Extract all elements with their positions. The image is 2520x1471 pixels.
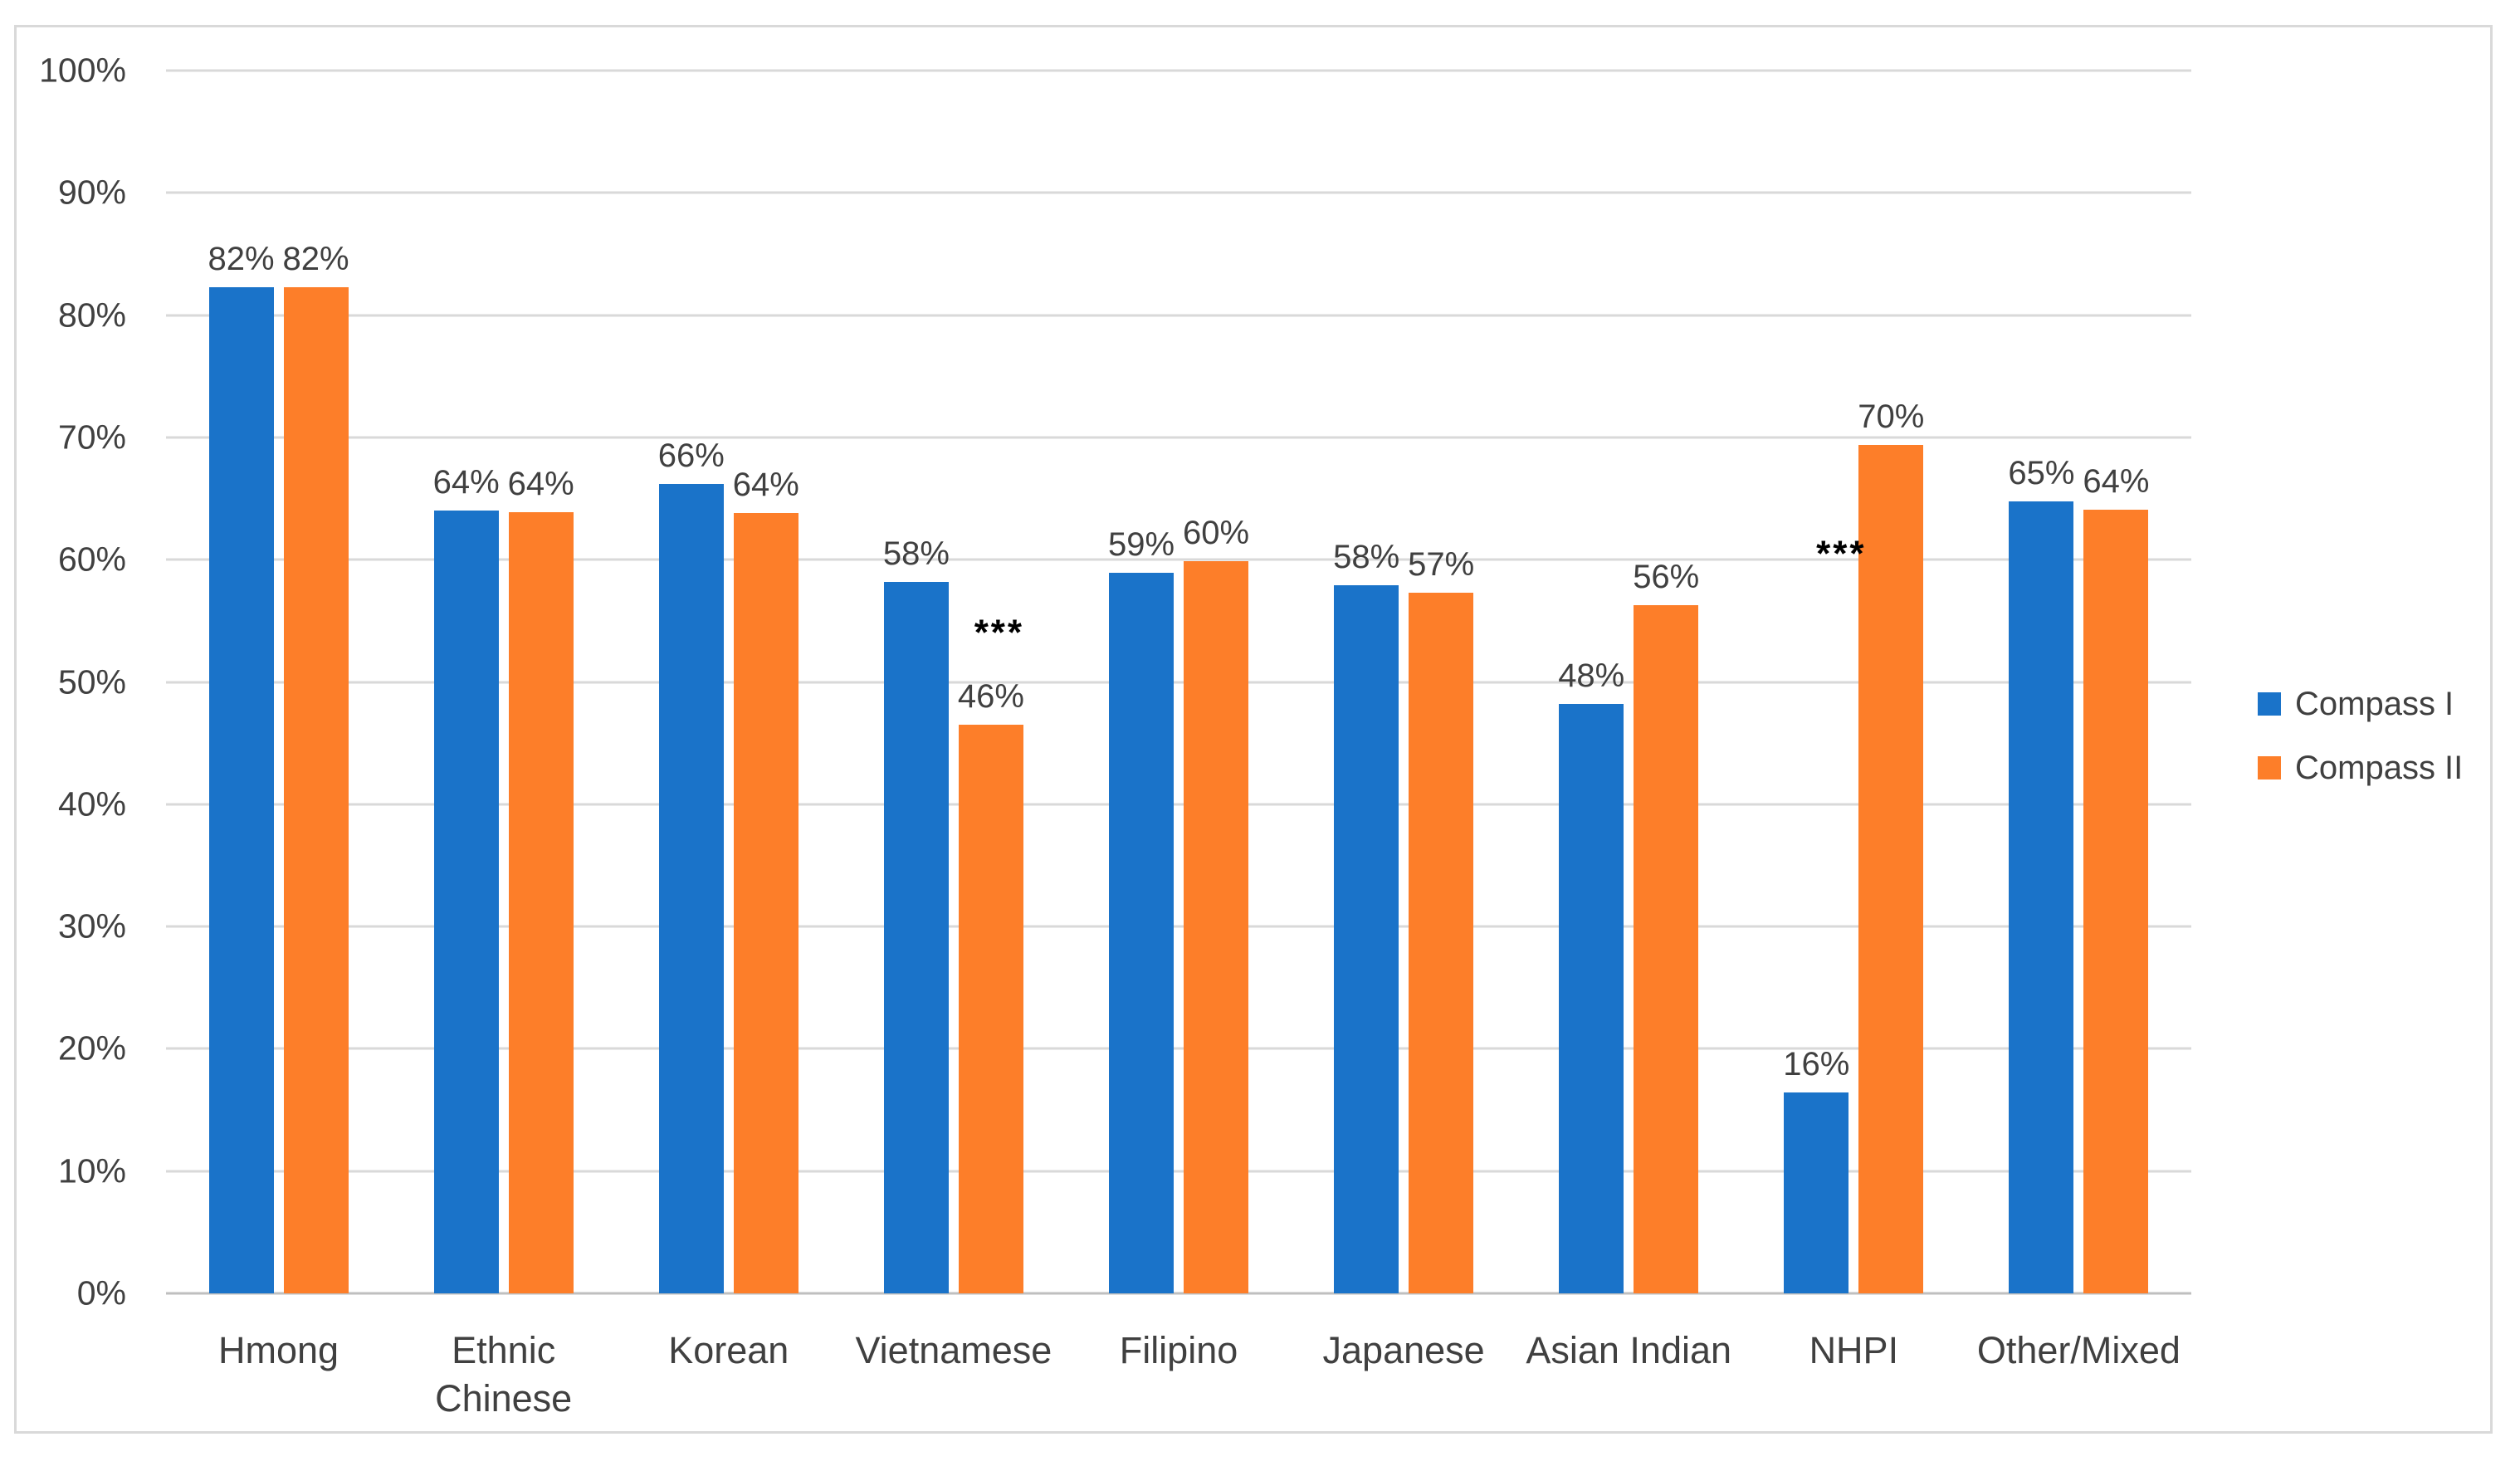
data-label-compass-ii-ethnic-chinese: 64% bbox=[507, 465, 574, 502]
data-label-compass-i-hmong: 82% bbox=[208, 240, 275, 277]
significance-marker-vietnamese: *** bbox=[974, 611, 1025, 652]
data-label-compass-i-vietnamese: 58% bbox=[882, 535, 950, 572]
bar-compass-ii-asian-indian bbox=[1634, 604, 1699, 1293]
data-label-compass-ii-asian-indian: 56% bbox=[1633, 558, 1700, 595]
gridline-100 bbox=[166, 69, 2191, 72]
bar-compass-i-other-mixed bbox=[2009, 501, 2074, 1293]
bar-compass-i-japanese bbox=[1334, 585, 1399, 1293]
data-label-compass-i-nhpi: 16% bbox=[1783, 1046, 1850, 1083]
bar-compass-ii-other-mixed bbox=[2083, 509, 2149, 1293]
y-tick-label-100: 100% bbox=[39, 51, 126, 90]
gridline-60 bbox=[166, 558, 2191, 561]
y-tick-label-60: 60% bbox=[57, 540, 126, 579]
x-label-japanese: Japanese bbox=[1322, 1329, 1485, 1371]
legend-label-compass-ii: Compass II bbox=[2295, 750, 2464, 786]
bar-compass-i-asian-indian bbox=[1559, 704, 1624, 1293]
bar-compass-ii-vietnamese bbox=[958, 725, 1023, 1293]
bar-compass-i-korean bbox=[658, 483, 724, 1293]
gridline-20 bbox=[166, 1047, 2191, 1050]
bar-compass-ii-hmong bbox=[283, 286, 349, 1293]
bar-compass-i-hmong bbox=[208, 286, 274, 1293]
x-label-korean: Korean bbox=[668, 1329, 789, 1371]
y-tick-label-0: 0% bbox=[76, 1273, 126, 1312]
x-label-asian-indian: Asian Indian bbox=[1526, 1329, 1732, 1371]
data-label-compass-i-japanese: 58% bbox=[1333, 539, 1400, 576]
x-label-ethnic-chinese: Ethnic Chinese bbox=[435, 1329, 573, 1420]
gridline-50 bbox=[166, 681, 2191, 683]
legend: Compass I Compass II bbox=[2258, 685, 2463, 813]
bar-compass-i-vietnamese bbox=[883, 581, 949, 1293]
y-tick-label-90: 90% bbox=[57, 173, 126, 212]
legend-swatch-compass-i bbox=[2258, 692, 2281, 716]
x-label-filipino: Filipino bbox=[1119, 1329, 1238, 1371]
bar-compass-ii-ethnic-chinese bbox=[508, 511, 574, 1293]
gridline-30 bbox=[166, 925, 2191, 928]
bar-compass-i-filipino bbox=[1109, 573, 1174, 1293]
y-tick-label-40: 40% bbox=[57, 784, 126, 823]
data-label-compass-ii-other-mixed: 64% bbox=[2083, 462, 2150, 500]
x-label-nhpi: NHPI bbox=[1809, 1329, 1899, 1371]
data-label-compass-ii-korean: 64% bbox=[732, 467, 799, 504]
bar-compass-ii-japanese bbox=[1409, 592, 1474, 1293]
significance-marker-nhpi: *** bbox=[1816, 533, 1867, 574]
y-tick-label-80: 80% bbox=[57, 296, 126, 335]
x-label-other-mixed: Other/Mixed bbox=[1976, 1329, 2181, 1371]
gridline-80 bbox=[166, 314, 2191, 317]
data-label-compass-ii-vietnamese: 46% bbox=[957, 678, 1024, 716]
bar-compass-ii-filipino bbox=[1184, 560, 1248, 1293]
y-tick-label-30: 30% bbox=[57, 907, 126, 946]
legend-label-compass-i: Compass I bbox=[2295, 686, 2454, 722]
bar-compass-ii-korean bbox=[733, 513, 798, 1293]
x-label-hmong: Hmong bbox=[218, 1329, 339, 1371]
chart-frame: 0% 10% 20% 30% 40% 50% 60% 70% 80% 90% 100% 82% 64% 6… bbox=[14, 25, 2493, 1434]
data-label-compass-ii-filipino: 60% bbox=[1182, 514, 1250, 551]
legend-entry-compass-i: Compass I bbox=[2258, 685, 2463, 723]
y-tick-label-50: 50% bbox=[57, 662, 126, 701]
data-label-compass-i-korean: 66% bbox=[657, 437, 725, 474]
plot-area: 0% 10% 20% 30% 40% 50% 60% 70% 80% 90% 100% 82% 64% 6… bbox=[39, 51, 2191, 1420]
data-label-compass-i-other-mixed: 65% bbox=[2008, 454, 2075, 491]
y-tick-label-70: 70% bbox=[57, 418, 126, 457]
data-label-compass-i-asian-indian: 48% bbox=[1558, 657, 1625, 695]
data-label-compass-i-ethnic-chinese: 64% bbox=[432, 464, 500, 501]
x-axis-line bbox=[166, 1292, 2191, 1295]
gridline-70 bbox=[166, 436, 2191, 439]
data-label-compass-ii-hmong: 82% bbox=[282, 240, 349, 277]
legend-entry-compass-ii: Compass II bbox=[2258, 749, 2463, 787]
legend-swatch-compass-ii bbox=[2258, 756, 2281, 779]
data-label-compass-ii-nhpi: 70% bbox=[1858, 398, 1925, 435]
gridline-90 bbox=[166, 191, 2191, 194]
y-tick-label-20: 20% bbox=[57, 1029, 126, 1068]
gridline-40 bbox=[166, 803, 2191, 806]
y-tick-label-10: 10% bbox=[57, 1151, 126, 1190]
data-label-compass-i-filipino: 59% bbox=[1107, 526, 1175, 564]
bar-compass-i-ethnic-chinese bbox=[433, 511, 499, 1293]
bar-compass-i-nhpi bbox=[1784, 1092, 1849, 1293]
gridline-10 bbox=[166, 1170, 2191, 1173]
bar-compass-ii-nhpi bbox=[1858, 444, 1924, 1293]
data-label-compass-ii-japanese: 57% bbox=[1408, 545, 1475, 583]
x-label-vietnamese: Vietnamese bbox=[855, 1329, 1052, 1371]
